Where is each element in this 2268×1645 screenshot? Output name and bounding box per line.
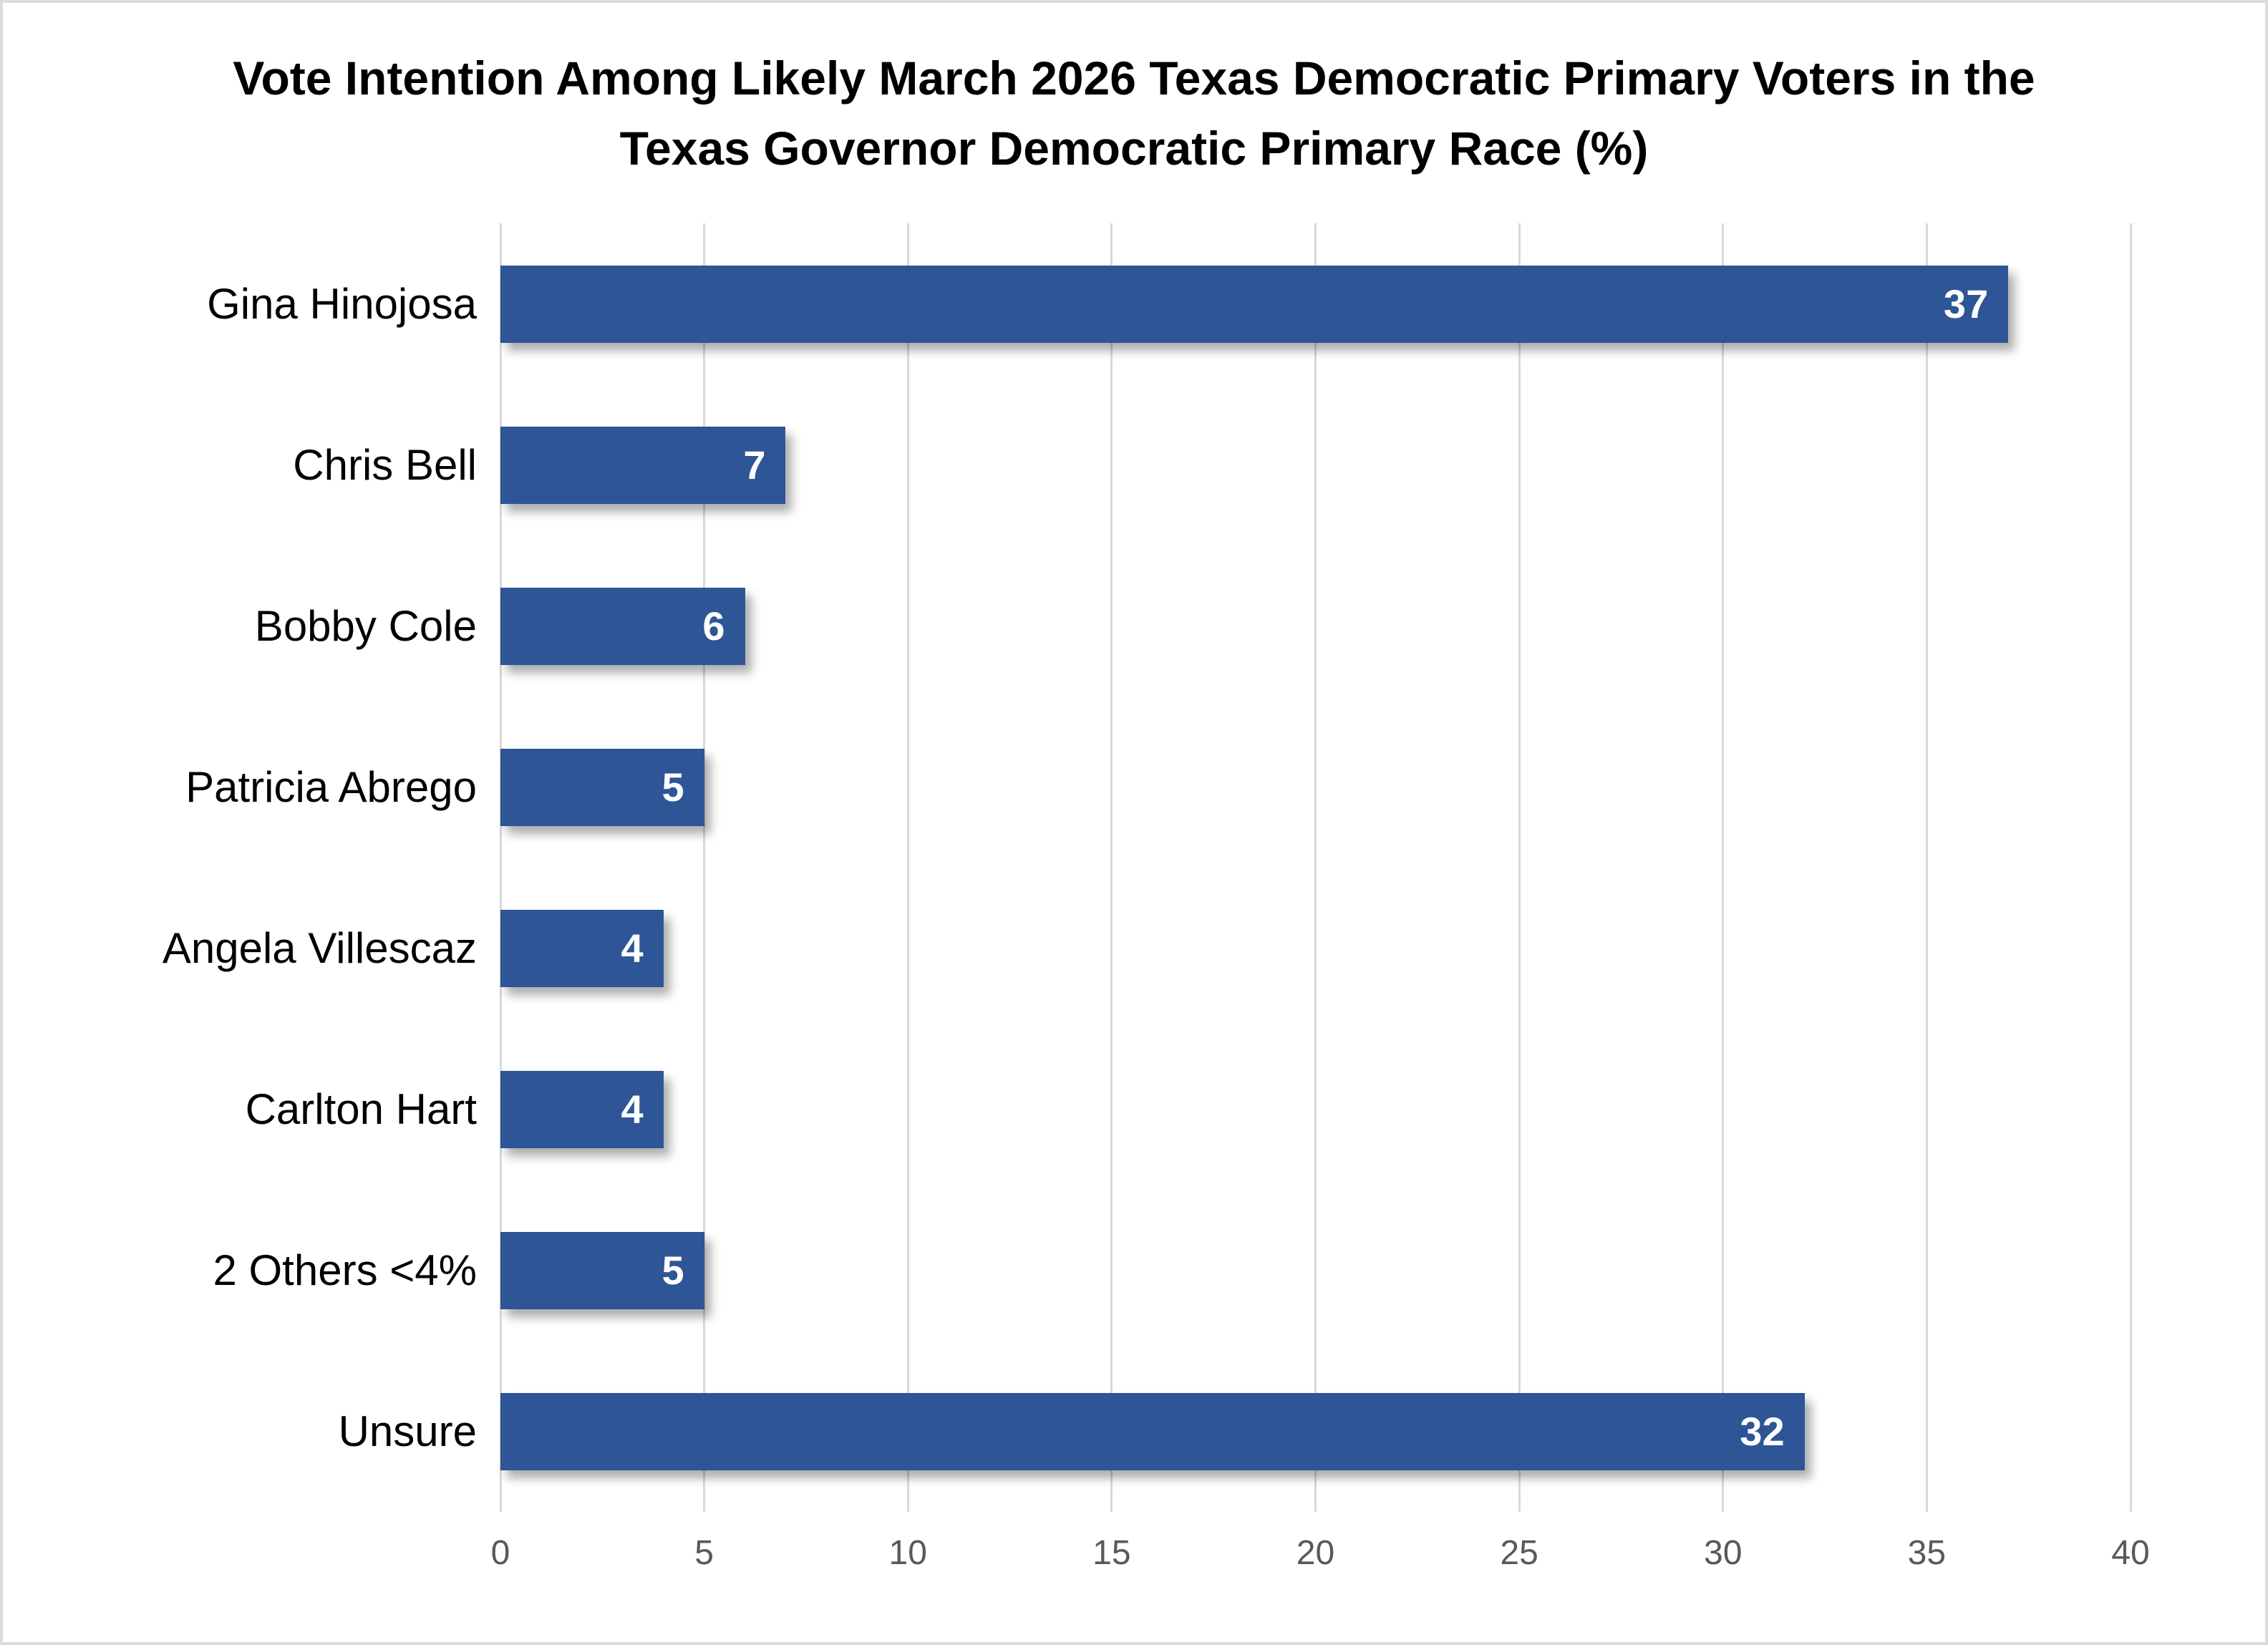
gridline — [703, 223, 706, 1512]
bar: 5 — [500, 1231, 704, 1309]
category-label: Chris Bell — [293, 441, 477, 489]
x-tick-label: 10 — [888, 1534, 927, 1572]
gridline — [1722, 223, 1725, 1512]
gridline — [1110, 223, 1113, 1512]
value-label: 5 — [662, 1248, 684, 1293]
bar: 32 — [500, 1392, 1805, 1470]
bar-row: 5 — [500, 1190, 2131, 1351]
category-label: Bobby Cole — [254, 602, 477, 650]
category-label: Gina Hinojosa — [207, 280, 477, 328]
value-label: 5 — [662, 765, 684, 810]
x-tick-label: 0 — [490, 1534, 510, 1572]
chart-title: Vote Intention Among Likely March 2026 T… — [3, 43, 2265, 183]
y-axis-category-labels: Gina Hinojosa Chris Bell Bobby Cole Patrici… — [3, 223, 477, 1512]
gridline — [1925, 223, 1928, 1512]
bar: 5 — [500, 748, 704, 826]
value-label: 6 — [702, 603, 725, 649]
bar-row: 37 — [500, 223, 2131, 384]
category-label: Angela Villescaz — [162, 924, 477, 972]
value-label: 37 — [1943, 281, 1989, 326]
x-tick-label: 35 — [1907, 1534, 1947, 1572]
category-label: Carlton Hart — [245, 1085, 477, 1133]
bar-row: 7 — [500, 384, 2131, 545]
bar-row: 6 — [500, 545, 2131, 707]
gridline — [1518, 223, 1521, 1512]
x-tick-label: 5 — [694, 1534, 714, 1572]
bar-row: 32 — [500, 1351, 2131, 1512]
gridline — [2129, 223, 2132, 1512]
category-label: Patricia Abrego — [185, 763, 477, 811]
plot-area: 37 7 6 5 4 4 5 32 — [499, 223, 2132, 1512]
x-tick-label: 15 — [1092, 1534, 1131, 1572]
gridline — [499, 223, 502, 1512]
x-axis-labels: 0 5 10 15 20 25 30 35 40 — [491, 1533, 2150, 1591]
x-tick-label: 30 — [1704, 1534, 1743, 1572]
x-tick-label: 20 — [1296, 1534, 1335, 1572]
bar: 4 — [500, 1070, 664, 1148]
category-label: Unsure — [338, 1407, 477, 1455]
x-tick-label: 40 — [2111, 1534, 2150, 1572]
bar: 4 — [500, 909, 664, 987]
bar: 37 — [500, 265, 2009, 343]
bar-row: 4 — [500, 1029, 2131, 1190]
x-tick-label: 25 — [1500, 1534, 1538, 1572]
gridline — [1314, 223, 1317, 1512]
chart-title-line-2: Texas Governor Democratic Primary Race (… — [619, 122, 1649, 175]
bar-row: 4 — [500, 868, 2131, 1029]
bar: 6 — [500, 587, 745, 665]
value-label: 32 — [1740, 1409, 1785, 1454]
bar: 7 — [500, 426, 786, 504]
value-label: 4 — [621, 926, 644, 971]
bar-row: 5 — [500, 707, 2131, 868]
gridline — [906, 223, 909, 1512]
value-label: 7 — [743, 442, 766, 487]
bars-layer: 37 7 6 5 4 4 5 32 — [500, 223, 2131, 1512]
value-label: 4 — [621, 1087, 644, 1132]
category-label: 2 Others <4% — [213, 1246, 477, 1294]
chart-title-line-1: Vote Intention Among Likely March 2026 T… — [233, 52, 2035, 105]
